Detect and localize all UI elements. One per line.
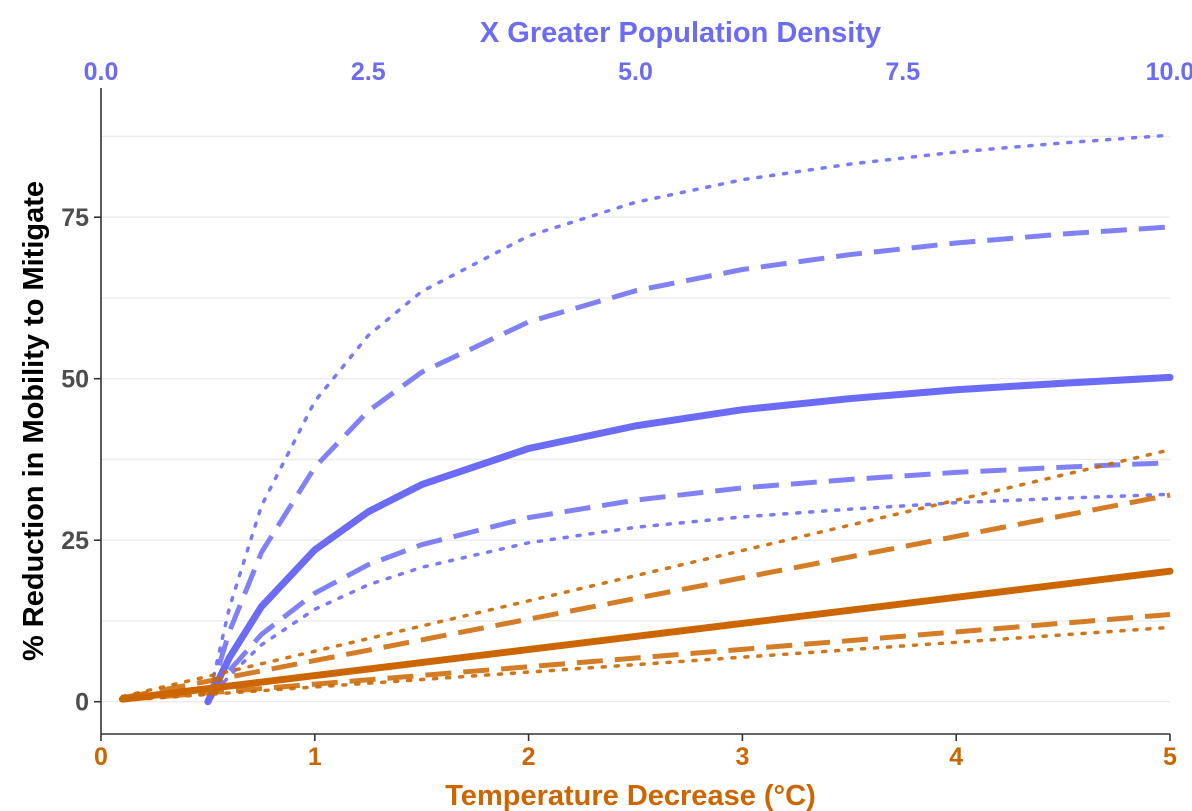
series-line-x-solid-7 bbox=[118, 567, 1174, 703]
x-tick-label: 3 bbox=[735, 743, 749, 771]
series-line-x-dashed-6 bbox=[121, 492, 1171, 701]
x-tick-label: 1 bbox=[308, 743, 322, 771]
bottom-axis-title: Temperature Decrease (°C) bbox=[445, 780, 816, 811]
ticks-layer: 0 1 2 3 4 5 0.0 2.5 5.0 7.5 10.0 0 25 50 75 bbox=[61, 58, 1192, 771]
x-tick-label: 4 bbox=[949, 743, 963, 771]
x2-tick-label: 10.0 bbox=[1146, 58, 1192, 86]
top-axis-title: X Greater Population Density bbox=[480, 17, 881, 49]
x-tick-label: 5 bbox=[1163, 743, 1177, 771]
series-line-x-dotted-9 bbox=[120, 625, 1172, 703]
series-line-x-dashed-8 bbox=[122, 612, 1171, 703]
x-tick-label: 2 bbox=[522, 743, 536, 771]
x2-tick-label: 7.5 bbox=[885, 58, 920, 86]
y-tick-label: 0 bbox=[75, 689, 89, 717]
series-line-x-dotted-5 bbox=[120, 448, 1172, 699]
y-tick-label: 75 bbox=[61, 204, 89, 232]
y-tick-label: 25 bbox=[61, 527, 89, 555]
series-layer bbox=[118, 133, 1174, 706]
y-tick-label: 50 bbox=[61, 366, 89, 394]
x2-tick-label: 5.0 bbox=[618, 58, 653, 86]
y-axis-title: % Reduction in Mobility to Mitigate bbox=[18, 181, 50, 661]
x2-tick-label: 0.0 bbox=[84, 58, 119, 86]
series-line-x2-dashed-1 bbox=[205, 224, 1171, 703]
axes-layer bbox=[100, 88, 1170, 735]
grid-layer bbox=[101, 135, 1170, 703]
x-tick-label: 0 bbox=[94, 743, 108, 771]
x2-tick-label: 2.5 bbox=[351, 58, 386, 86]
series-line-x2-solid-2 bbox=[204, 373, 1174, 706]
series-line-x2-dashed-3 bbox=[205, 460, 1171, 704]
series-line-x2-dotted-4 bbox=[206, 492, 1172, 704]
